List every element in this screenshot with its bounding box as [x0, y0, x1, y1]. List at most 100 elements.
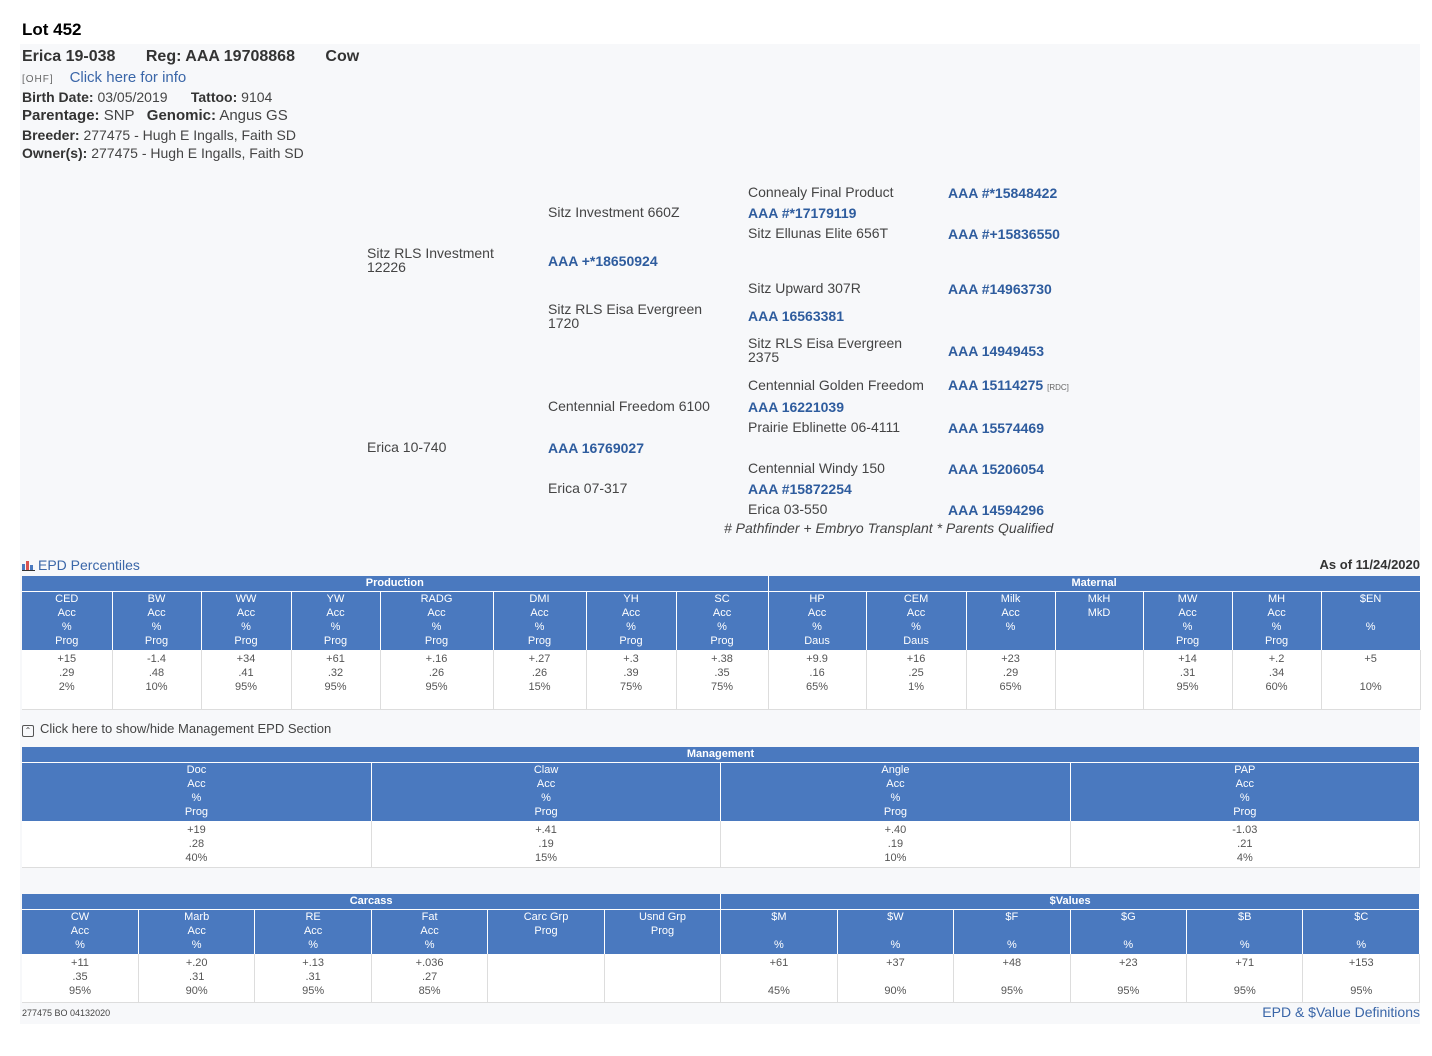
value-line: +153: [1348, 957, 1374, 969]
value-line: 40%: [185, 852, 208, 864]
header-line: %: [1182, 621, 1193, 633]
epd-col-values: +48 95%: [953, 954, 1071, 1003]
value-line: 2%: [58, 681, 75, 693]
info-link[interactable]: Click here for info: [69, 69, 187, 86]
header-line: [838, 924, 953, 938]
value-line: 45%: [767, 985, 790, 997]
breeder-label: Breeder:: [22, 127, 80, 143]
header-line: [1187, 924, 1302, 938]
header-line: [1071, 924, 1186, 938]
epd-percentiles-link[interactable]: EPD Percentiles: [22, 557, 140, 573]
header-line: Doc: [186, 764, 207, 776]
maternal-group-header: Maternal: [768, 576, 1421, 592]
header-line: Acc: [326, 607, 345, 619]
value-line: .19: [887, 838, 904, 850]
footer-code: 277475 BO 04132020: [22, 1008, 111, 1018]
value-line: .32: [327, 667, 344, 679]
epd-col-header: MH Acc% Prog: [1232, 591, 1322, 650]
value-line: +.27: [528, 653, 551, 665]
epd-col-values: +.38 .35 75%: [676, 650, 769, 710]
header-line: Acc: [530, 607, 549, 619]
header-line: %: [330, 621, 341, 633]
dsss-name: Centennial Golden Freedom: [748, 377, 924, 393]
epd-col-values: +5 10%: [1321, 650, 1421, 710]
epd-col-values: +.16 .26 95%: [380, 650, 494, 710]
header-line: Prog: [234, 635, 258, 647]
header-line: SC: [714, 593, 730, 605]
value-line: +14: [1178, 653, 1197, 665]
owner-label: Owner(s):: [22, 145, 88, 161]
ssss-reg[interactable]: AAA #*15848422: [948, 185, 1058, 201]
ohf-row: [OHF] Click here for info: [22, 69, 186, 86]
rdc-tag: [RDC]: [1047, 383, 1069, 392]
header-line: Acc: [187, 925, 206, 937]
header-line: [1056, 620, 1143, 634]
epd-col-header: $B%: [1186, 909, 1304, 954]
header-line: %: [1365, 621, 1376, 633]
value-line: .21: [1237, 838, 1253, 850]
epd-col-values: -1.4 .48 10%: [112, 650, 202, 710]
epd-col-header: Milk Acc%: [966, 591, 1056, 650]
sssd-reg[interactable]: AAA #+15836550: [948, 226, 1060, 242]
dam-dam-name: Erica 07-317: [548, 480, 628, 496]
sssd-name: Sitz Ellunas Elite 656T: [748, 225, 889, 241]
header-line: $F: [1005, 911, 1019, 923]
dam-dam-reg[interactable]: AAA #15872254: [748, 481, 852, 497]
header-line: %: [890, 939, 901, 951]
bar-chart-icon: [22, 558, 35, 571]
epd-col-header: RE Acc%: [254, 909, 372, 954]
header-line: [967, 634, 1055, 648]
management-toggle[interactable]: ⌃ Click here to show/hide Management EPD …: [22, 721, 331, 737]
value-line: .16: [809, 667, 825, 679]
ssds-reg[interactable]: AAA #14963730: [948, 281, 1052, 297]
sire-reg[interactable]: AAA +*18650924: [548, 253, 658, 269]
header-line: %: [308, 939, 319, 951]
header-line: Acc: [621, 607, 641, 619]
epd-col-header: $M%: [720, 909, 838, 954]
value-line: 95%: [425, 681, 448, 693]
header-line: Acc: [906, 607, 926, 619]
header-line: Acc: [147, 607, 166, 619]
epd-col-values: +.20 .31 90%: [138, 954, 256, 1003]
header-line: %: [774, 939, 784, 951]
header-line: %: [424, 939, 435, 951]
ssss-name: Connealy Final Product: [748, 184, 894, 200]
epd-col-values: +15 .29 2%: [22, 650, 113, 710]
header-line: Acc: [70, 925, 90, 937]
epd-col-values: +19 .28 40%: [22, 821, 372, 868]
value-line: .29: [1002, 667, 1019, 679]
value-line: 95%: [1233, 985, 1256, 997]
header-line: MW: [1177, 593, 1198, 605]
dsss-reg[interactable]: AAA 15114275 [RDC]: [948, 377, 1069, 393]
value-line: [488, 984, 603, 998]
value-line: .35: [72, 971, 88, 983]
definitions-link[interactable]: EPD & $Value Definitions: [1262, 1004, 1420, 1020]
value-line: .19: [538, 838, 554, 850]
ddsd-reg[interactable]: AAA 14594296: [948, 502, 1044, 518]
header-line: %: [1005, 621, 1016, 633]
header-line: YH: [623, 593, 639, 605]
management-toggle-label: Click here to show/hide Management EPD S…: [40, 721, 332, 736]
dam-reg[interactable]: AAA 16769027: [548, 440, 644, 456]
epd-col-values: +153 95%: [1302, 954, 1420, 1003]
sire-sire-reg[interactable]: AAA #*17179119: [748, 205, 857, 221]
ddss-reg[interactable]: AAA 15206054: [948, 461, 1044, 477]
header-line: $EN: [1359, 593, 1382, 605]
ssdd-reg[interactable]: AAA 14949453: [948, 343, 1044, 359]
sire-dam-reg[interactable]: AAA 16563381: [748, 308, 844, 324]
header-line: Prog: [424, 635, 449, 647]
epd-col-values: -1.03 .21 4%: [1070, 821, 1421, 868]
header-line: %: [61, 621, 72, 633]
header-line: Angle: [881, 764, 910, 776]
epd-col-header: SC Acc% Prog: [676, 591, 769, 650]
value-line: +.3: [623, 653, 639, 665]
header-line: %: [890, 792, 901, 804]
value-line: +23: [1001, 653, 1020, 665]
dssd-reg[interactable]: AAA 15574469: [948, 420, 1044, 436]
header-line: Acc: [1267, 607, 1286, 619]
value-line: 65%: [806, 681, 829, 693]
epd-col-values: +9.9 .16 65%: [768, 650, 867, 710]
value-line: +23: [1118, 957, 1138, 969]
dam-sire-reg[interactable]: AAA 16221039: [748, 399, 844, 415]
epd-col-header: MW Acc% Prog: [1143, 591, 1233, 650]
